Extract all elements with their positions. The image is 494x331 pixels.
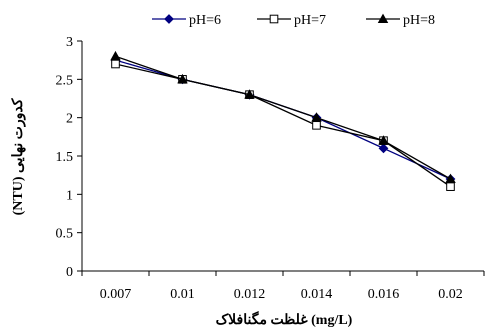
data-point bbox=[111, 59, 120, 69]
y-tick-label: 1 bbox=[66, 188, 73, 203]
legend-marker bbox=[164, 14, 174, 24]
legend: pH=6 pH=7 pH=8 bbox=[152, 13, 435, 28]
x-tick-label: 0.012 bbox=[234, 287, 266, 302]
x-tick-label: 0.014 bbox=[301, 287, 333, 302]
legend-label: pH=6 bbox=[189, 13, 221, 28]
data-point bbox=[378, 143, 389, 154]
legend-marker bbox=[269, 14, 279, 24]
y-tick-label: 2 bbox=[66, 112, 73, 127]
data-point bbox=[445, 173, 456, 184]
data-point bbox=[177, 73, 188, 84]
legend-item: pH=6 bbox=[152, 13, 221, 28]
data-point bbox=[446, 182, 455, 191]
x-tick-label: 0.007 bbox=[100, 287, 132, 302]
series-line bbox=[115, 63, 451, 188]
legend-marker bbox=[377, 13, 389, 24]
axes: 0 0.5 1 1.5 2 2.5 3 0.007 0.01 0.012 0.014 0.016 0.0… bbox=[56, 35, 485, 302]
data-point bbox=[312, 121, 321, 130]
x-tick-label: 0.02 bbox=[438, 287, 463, 302]
x-tick-label: 0.01 bbox=[170, 287, 195, 302]
series-pH=8 bbox=[110, 50, 456, 184]
y-tick-label: 2.5 bbox=[56, 73, 74, 88]
legend-label: pH=8 bbox=[403, 13, 435, 28]
series-pH=7 bbox=[111, 59, 455, 191]
data-point bbox=[311, 112, 322, 122]
legend-item: pH=7 bbox=[257, 13, 326, 28]
y-tick-label: 0 bbox=[66, 265, 73, 280]
legend-label: pH=7 bbox=[294, 13, 326, 28]
series-layer bbox=[110, 50, 456, 191]
series-line bbox=[115, 55, 451, 180]
legend-item: pH=8 bbox=[366, 13, 435, 28]
data-point bbox=[378, 135, 389, 145]
y-tick-label: 1.5 bbox=[56, 150, 74, 165]
y-tick-label: 3 bbox=[66, 35, 73, 50]
x-axis-label: غلظت مگنافلاک (mg/L) bbox=[216, 311, 353, 328]
y-tick-label: 0.5 bbox=[56, 227, 74, 242]
series-line bbox=[115, 59, 451, 180]
data-point bbox=[110, 50, 121, 61]
x-tick-label: 0.016 bbox=[368, 287, 400, 302]
data-point bbox=[244, 89, 255, 99]
y-axis-label: (NTU) کدورت نهایی bbox=[10, 98, 26, 215]
